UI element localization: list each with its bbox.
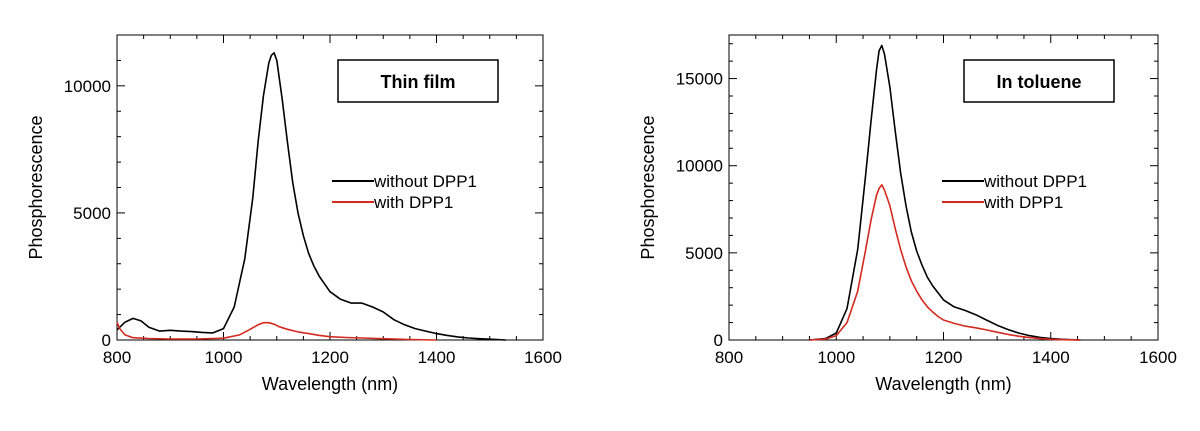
y-axis-title: Phosphorescence xyxy=(638,115,658,259)
x-tick-label: 1200 xyxy=(311,348,349,367)
y-tick-label: 15000 xyxy=(676,70,723,89)
x-tick-label: 1600 xyxy=(1139,348,1177,367)
x-axis-title: Wavelength (nm) xyxy=(875,374,1011,394)
y-axis-title: Phosphorescence xyxy=(26,115,46,259)
chart-title-box xyxy=(963,59,1115,103)
x-tick-label: 1000 xyxy=(205,348,243,367)
y-tick-label: 5000 xyxy=(73,204,111,223)
legend-label: without DPP1 xyxy=(983,172,1087,191)
x-tick-label: 1600 xyxy=(524,348,562,367)
x-tick-label: 1400 xyxy=(418,348,456,367)
legend-label: with DPP1 xyxy=(373,193,453,212)
y-tick-label: 10000 xyxy=(676,157,723,176)
x-tick-label: 800 xyxy=(715,348,743,367)
x-tick-label: 800 xyxy=(103,348,131,367)
series-line-with-dpp1 xyxy=(809,184,1081,341)
y-tick-label: 10000 xyxy=(64,77,111,96)
chart-title: In toluene xyxy=(997,72,1082,92)
x-tick-label: 1000 xyxy=(817,348,855,367)
legend-label: with DPP1 xyxy=(983,193,1063,212)
series-line-without-dpp1 xyxy=(809,44,1081,341)
x-axis-title: Wavelength (nm) xyxy=(262,374,398,394)
y-tick-label: 5000 xyxy=(685,244,723,263)
chart-panel-1: 800 1000 1200 1400 1600 0 5000 10000 Wavelength … xyxy=(26,34,562,394)
x-tick-label: 1400 xyxy=(1032,348,1070,367)
legend-label: without DPP1 xyxy=(373,172,477,191)
chart-panel-2: 800 1000 1200 1400 1600 0 5000 10000 15000 Wavele… xyxy=(638,34,1177,394)
y-tick-label: 0 xyxy=(102,331,111,350)
chart-title: Thin film xyxy=(381,72,456,92)
chart-title-box xyxy=(337,59,499,103)
series-line-with-dpp1 xyxy=(116,321,437,341)
y-tick-label: 0 xyxy=(714,331,723,350)
x-tick-label: 1200 xyxy=(925,348,963,367)
series-line-without-dpp1 xyxy=(116,51,506,341)
